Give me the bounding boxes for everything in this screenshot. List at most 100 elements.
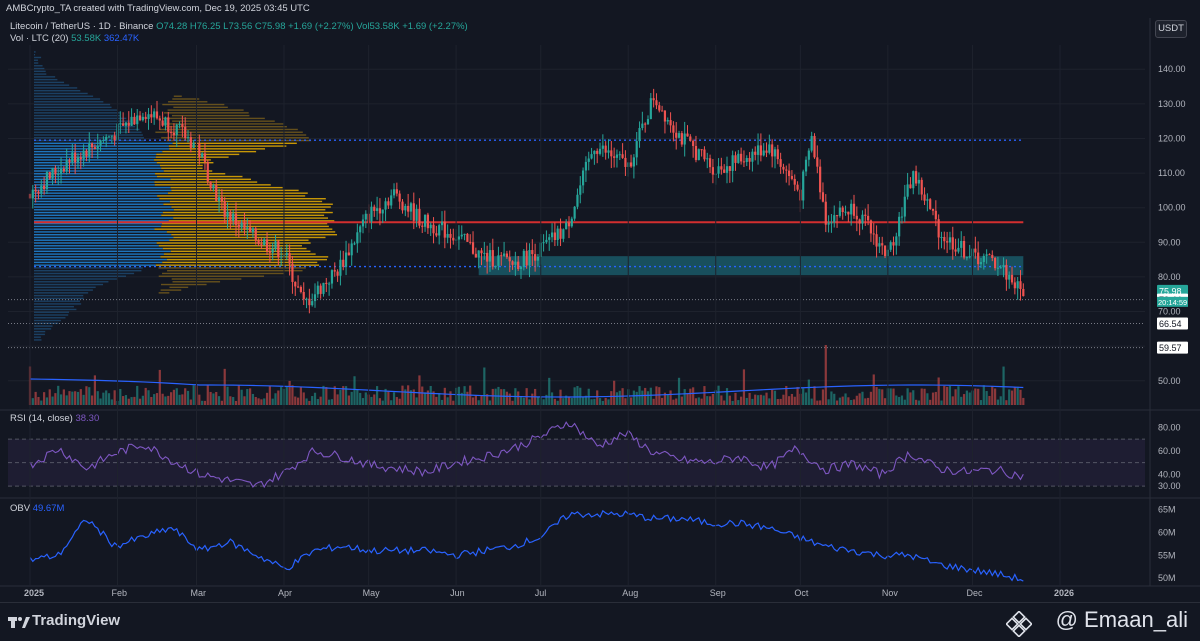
volume-bar [438, 393, 441, 405]
volume-profile-bar [34, 270, 142, 272]
volume-bar [54, 393, 57, 405]
candle-body [474, 253, 477, 258]
candle-body [311, 301, 314, 306]
candle-body [960, 241, 963, 248]
volume-bar [398, 398, 401, 405]
candle-body [604, 145, 607, 153]
volume-profile-bar [34, 281, 109, 283]
candle-body [339, 259, 342, 276]
currency-badge[interactable]: USDT [1155, 20, 1187, 38]
candle-body [644, 123, 647, 125]
candle-body [356, 232, 359, 244]
volume-profile-bar [34, 131, 142, 133]
volume-bar [90, 395, 94, 405]
volume-bar [390, 400, 393, 405]
volume-bar [260, 399, 263, 405]
candle-body [429, 224, 432, 229]
volume-bar [45, 397, 49, 405]
candle-body [790, 176, 794, 179]
volume-profile-bar [34, 275, 127, 277]
volume-profile-bar [159, 164, 203, 167]
candle-body [48, 172, 51, 179]
candle-body [477, 250, 480, 258]
candle-body [192, 142, 195, 148]
volume-bar [373, 394, 376, 405]
volume-profile-bar [155, 131, 303, 133]
volume-profile-bar [34, 294, 84, 297]
candle-body [850, 203, 853, 215]
volume-bar [765, 392, 768, 405]
volume-profile-bar [34, 283, 104, 286]
candle-body [988, 254, 991, 256]
candle-body [807, 150, 810, 160]
candle-body [596, 150, 599, 154]
volume-bar [646, 391, 650, 405]
volume-bar [192, 385, 195, 405]
volume-profile-bar [34, 78, 58, 81]
volume-bar [855, 395, 858, 405]
volume-bar [680, 396, 683, 405]
volume-bar [201, 400, 204, 405]
volume-profile-bar [154, 184, 271, 186]
chart-area[interactable]: 50.00 60.00 70.00 80.00 90.00 100.00 110.00 120… [0, 0, 1200, 602]
volume-bar [336, 394, 339, 405]
volume-bar [446, 397, 449, 405]
candle-body [220, 197, 223, 202]
candle-body [652, 98, 655, 101]
volume-profile-bar [34, 314, 69, 316]
candle-body [443, 221, 446, 238]
candle-body [361, 219, 365, 227]
volume-profile-bar [34, 81, 65, 84]
candle-body [912, 171, 915, 189]
time-tick-label: Oct [794, 588, 809, 598]
candle-body [926, 199, 929, 201]
volume-bar [141, 395, 144, 405]
volume-bar [206, 385, 209, 405]
volume-bar [672, 399, 675, 405]
volume-bar [237, 385, 240, 405]
price-label: 66.54 [1159, 319, 1182, 329]
candle-body [706, 158, 709, 160]
price-label-box [1157, 341, 1188, 354]
volume-profile-bar [167, 270, 303, 272]
candle-body [892, 242, 895, 246]
volume-profile-bar [34, 173, 156, 175]
volume-bar [821, 389, 825, 405]
volume-bar [268, 385, 271, 405]
volume-bar [311, 396, 314, 405]
candle-body [819, 166, 822, 193]
volume-bar [384, 388, 387, 405]
volume-bar [576, 386, 579, 405]
volume-bar [463, 386, 466, 405]
volume-profile-bar [34, 186, 171, 189]
candle-body [280, 256, 283, 258]
candle-body [525, 250, 528, 266]
volume-bar [565, 395, 568, 405]
volume-bar [900, 395, 904, 405]
candle-body [398, 193, 401, 202]
candle-body [601, 145, 604, 149]
volume-bar [548, 377, 551, 405]
volume-bar [644, 387, 647, 405]
volume-profile-bar [34, 330, 46, 333]
volume-profile-bar [172, 142, 297, 145]
volume-bar [787, 396, 791, 405]
volume-profile-bar [34, 203, 164, 205]
volume-bar [663, 392, 667, 405]
candle-body [771, 144, 774, 157]
volume-bar [319, 396, 322, 405]
volume-bar [305, 398, 308, 405]
candle-body [677, 133, 681, 138]
volume-bar [254, 396, 257, 405]
volume-bar [522, 397, 525, 405]
volume-bar [1016, 386, 1019, 405]
candle-body [728, 166, 731, 171]
candle-body [1022, 288, 1025, 297]
candle-body [680, 133, 683, 145]
candle-body [147, 114, 150, 120]
volume-bar [491, 388, 494, 405]
candle-body [756, 145, 760, 155]
volume-profile-bar [34, 153, 157, 156]
candle-body [153, 111, 156, 118]
volume-profile-bar [34, 228, 155, 230]
